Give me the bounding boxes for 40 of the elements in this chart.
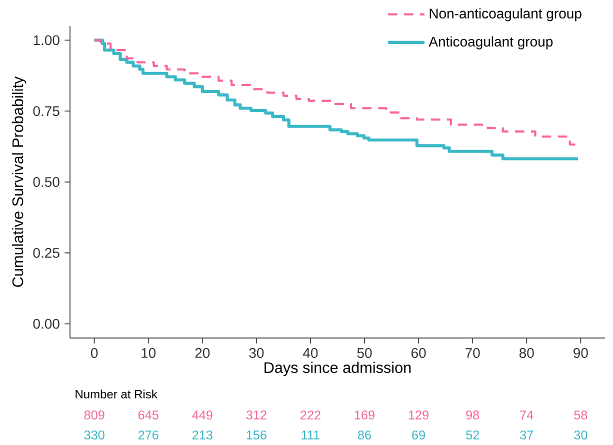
text: 37 bbox=[520, 430, 534, 440]
text: 449 bbox=[192, 410, 212, 420]
x-axis-title: Days since admission bbox=[264, 362, 411, 376]
x-tick-label: 80 bbox=[519, 348, 534, 358]
x-tick-label: 40 bbox=[303, 348, 318, 358]
y-axis-title: Cumulative Survival Probability bbox=[12, 76, 26, 287]
x-tick-label: 90 bbox=[574, 348, 588, 358]
text: 213 bbox=[192, 430, 212, 440]
text: 111 bbox=[302, 430, 320, 440]
text: 30 bbox=[574, 430, 588, 440]
text: 129 bbox=[408, 410, 429, 420]
text: 645 bbox=[138, 410, 158, 420]
y-tick-label: 0.75 bbox=[33, 106, 60, 116]
text: 276 bbox=[138, 430, 158, 440]
x-tick-label: 20 bbox=[195, 348, 210, 358]
x-tick-label: 50 bbox=[357, 348, 372, 358]
x-tick-label: 70 bbox=[466, 348, 480, 358]
text: 809 bbox=[84, 410, 104, 420]
x-tick-label: 60 bbox=[411, 348, 426, 358]
y-tick-label: 1.00 bbox=[34, 35, 60, 46]
legend-label: Non-anticoagulant group bbox=[430, 8, 582, 22]
text: 52 bbox=[466, 430, 480, 440]
text: 98 bbox=[466, 410, 480, 420]
text: 86 bbox=[358, 430, 371, 440]
text: 58 bbox=[574, 410, 588, 420]
text: 169 bbox=[354, 410, 374, 420]
x-tick-label: 10 bbox=[142, 348, 156, 358]
text: 222 bbox=[300, 410, 320, 420]
text: 330 bbox=[84, 430, 104, 440]
text: 312 bbox=[246, 410, 266, 420]
text: 74 bbox=[520, 410, 534, 420]
y-tick-label: 0.50 bbox=[33, 177, 60, 187]
y-tick-label: 0.25 bbox=[33, 248, 60, 258]
y-tick-label: 0.00 bbox=[33, 318, 60, 329]
text: 156 bbox=[246, 430, 266, 440]
x-tick-label: 30 bbox=[249, 348, 264, 358]
text: Number at Risk bbox=[76, 390, 158, 398]
legend-label: Anticoagulant group bbox=[428, 36, 553, 50]
x-tick-label: 0 bbox=[90, 348, 98, 358]
text: 69 bbox=[412, 430, 425, 440]
